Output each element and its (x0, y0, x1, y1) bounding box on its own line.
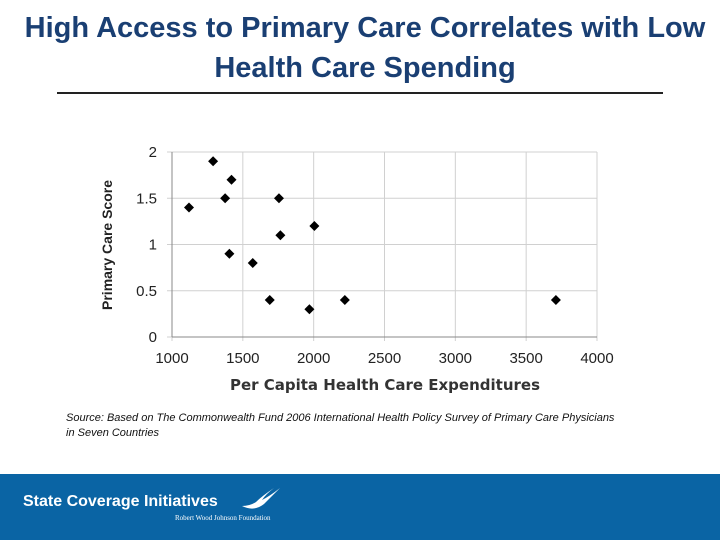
x-tick-label: 1000 (155, 350, 188, 367)
x-tick-label: 1500 (226, 350, 259, 367)
x-axis-label: Per Capita Health Care Expenditures (230, 376, 540, 394)
x-tick-label: 2000 (297, 350, 330, 367)
y-tick-label: 1 (149, 237, 157, 254)
data-point (275, 230, 286, 241)
scatter-chart: 1000 1500 2000 2500 3000 3500 4000 0 0.5 1 1.5 2 Per… (99, 144, 614, 394)
bird-logo-icon (242, 488, 280, 509)
data-point (309, 221, 320, 231)
slide-title: High Access to Primary Care Correlates w… (24, 12, 706, 84)
data-point (339, 295, 350, 305)
x-tick-label: 3500 (509, 350, 542, 367)
data-point (304, 304, 315, 315)
data-point (247, 258, 258, 268)
brand-name: State Coverage Initiatives (23, 493, 218, 510)
x-tick-label: 4000 (580, 350, 613, 367)
data-point (273, 193, 284, 204)
data-point (226, 174, 237, 185)
foundation-name: Robert Wood Johnson Foundation (175, 514, 271, 522)
y-tick-label: 2 (149, 144, 157, 161)
data-point (220, 193, 231, 204)
title-divider (57, 92, 663, 94)
y-tick-label: 0 (149, 329, 157, 346)
data-point (184, 202, 194, 213)
data-point (264, 295, 275, 305)
x-tick-label: 3000 (439, 350, 472, 367)
y-tick-label: 1.5 (136, 190, 157, 207)
data-point (224, 248, 235, 259)
source-note: Source: Based on The Commonwealth Fund 2… (66, 412, 615, 439)
y-tick-label: 0.5 (136, 283, 157, 300)
footer-banner: State Coverage Initiatives Robert Wood J… (0, 474, 720, 540)
data-point (208, 156, 219, 167)
data-point (550, 295, 561, 305)
x-tick-label: 2500 (368, 350, 401, 367)
y-axis-label: Primary Care Score (99, 180, 115, 310)
